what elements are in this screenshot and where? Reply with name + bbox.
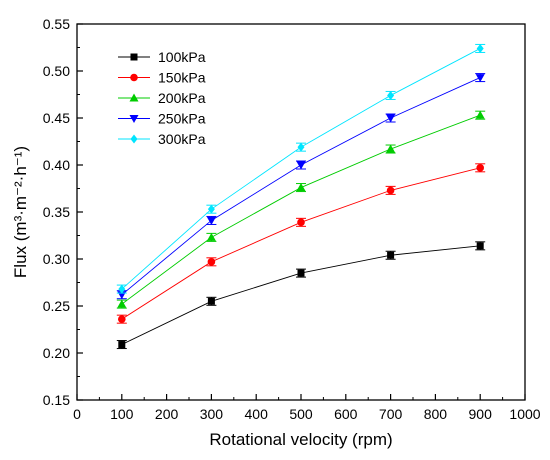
x-tick-label: 800 (424, 406, 448, 422)
series-group (116, 43, 486, 350)
legend-marker (130, 53, 138, 61)
y-axis-ticks: 0.15 0.20 0.25 0.30 0.35 0.40 0.45 0.50 0.55 (43, 16, 83, 408)
series-100kPa (116, 241, 486, 350)
series-200kPa (116, 110, 486, 309)
series-line (121, 245, 481, 345)
y-tick-label: 0.20 (43, 345, 70, 361)
data-point (475, 110, 485, 119)
y-tick-label: 0.25 (43, 298, 70, 314)
data-point (297, 269, 305, 277)
y-tick-label: 0.45 (43, 110, 70, 126)
series-300kPa (116, 43, 486, 294)
data-point (117, 299, 127, 308)
data-point (297, 218, 305, 227)
axes (76, 23, 526, 401)
legend-label: 100kPa (158, 49, 206, 65)
data-point (118, 284, 126, 294)
data-point (476, 164, 485, 172)
x-tick-label: 700 (379, 406, 403, 422)
series-150kPa (116, 163, 486, 324)
legend-item-150kPa: 150kPa (118, 70, 206, 86)
data-point (206, 216, 216, 225)
data-point (386, 186, 395, 195)
data-point (386, 144, 396, 153)
x-tick-label: 100 (110, 406, 134, 422)
legend: 100kPa 150kPa 200kPa 250kPa 300kPa (118, 49, 206, 147)
legend-marker (130, 134, 138, 144)
data-point (297, 142, 305, 152)
data-point (476, 242, 484, 250)
x-tick-label: 0 (73, 406, 81, 422)
data-point (475, 74, 485, 83)
legend-item-300kPa: 300kPa (118, 131, 206, 147)
legend-marker (129, 93, 139, 102)
series-250kPa (116, 73, 486, 300)
data-point (207, 258, 216, 266)
data-point (476, 43, 484, 53)
y-tick-label: 0.55 (43, 16, 70, 32)
y-axis-title: Flux (m³·m⁻²·h⁻¹) (11, 146, 30, 278)
y-tick-label: 0.40 (43, 157, 70, 173)
data-point (296, 183, 306, 192)
x-tick-label: 500 (289, 406, 313, 422)
x-tick-label: 1000 (509, 406, 540, 422)
plot-frame (76, 23, 526, 401)
data-point (118, 315, 126, 323)
data-point (206, 232, 216, 241)
legend-item-250kPa: 250kPa (118, 111, 206, 127)
legend-label: 150kPa (158, 70, 206, 86)
x-tick-label: 400 (245, 406, 269, 422)
x-axis-ticks: 0 100 200 300 400 500 600 700 800 900 1000 (73, 394, 541, 422)
legend-item-200kPa: 200kPa (118, 90, 206, 106)
data-point (296, 161, 306, 170)
data-point (207, 204, 215, 214)
legend-marker (129, 115, 139, 123)
x-tick-label: 900 (469, 406, 493, 422)
data-point (118, 341, 126, 349)
x-tick-label: 200 (155, 406, 179, 422)
legend-label: 200kPa (158, 90, 206, 106)
y-tick-label: 0.15 (43, 392, 70, 408)
y-tick-label: 0.50 (43, 63, 70, 79)
legend-item-100kPa: 100kPa (118, 49, 206, 65)
data-point (387, 251, 395, 259)
x-axis-title: Rotational velocity (rpm) (209, 430, 392, 449)
legend-marker (130, 73, 138, 82)
y-tick-label: 0.35 (43, 204, 70, 220)
data-point (386, 114, 396, 123)
data-point (207, 297, 215, 305)
data-point (387, 90, 395, 100)
y-tick-label: 0.30 (43, 251, 70, 267)
x-tick-label: 600 (334, 406, 358, 422)
legend-label: 300kPa (158, 131, 206, 147)
legend-label: 250kPa (158, 111, 206, 127)
x-tick-label: 300 (200, 406, 224, 422)
